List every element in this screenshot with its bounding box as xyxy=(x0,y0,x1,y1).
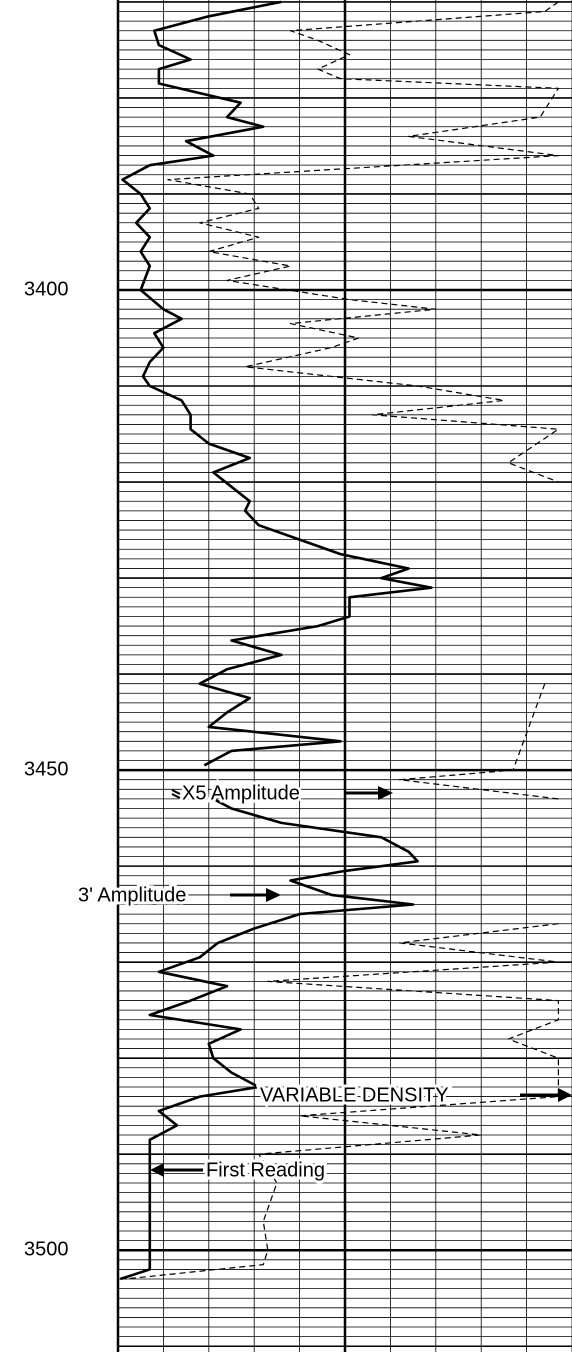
annotation: First Reading xyxy=(206,1159,325,1181)
arrow-head xyxy=(558,1088,572,1102)
y-tick-label: 3400 xyxy=(24,278,69,300)
annotation: VARIABLE DENSITY xyxy=(260,1084,449,1106)
grid: 3400 3450 3500 xyxy=(24,0,572,1352)
log-curve xyxy=(119,0,433,1281)
arrow xyxy=(171,789,181,799)
arrow-head xyxy=(266,888,281,902)
arrow-head xyxy=(150,1163,164,1177)
curves xyxy=(119,0,559,1281)
annotations: X5 Amplitude 3' Amplitude VARIABLE DENSI… xyxy=(75,779,572,1184)
log-curve xyxy=(124,1,559,1280)
arrow-head xyxy=(378,786,393,800)
annotation: X5 Amplitude xyxy=(182,782,300,804)
annotation: 3' Amplitude xyxy=(78,884,186,906)
y-tick-label: 3500 xyxy=(24,1238,69,1260)
y-tick-label: 3450 xyxy=(24,758,69,780)
